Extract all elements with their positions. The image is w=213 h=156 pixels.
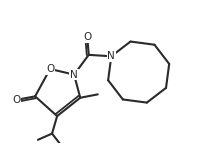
Text: O: O [12, 95, 20, 105]
Text: N: N [107, 51, 115, 61]
Text: O: O [46, 64, 54, 74]
Text: N: N [70, 70, 78, 80]
Text: O: O [83, 32, 91, 42]
